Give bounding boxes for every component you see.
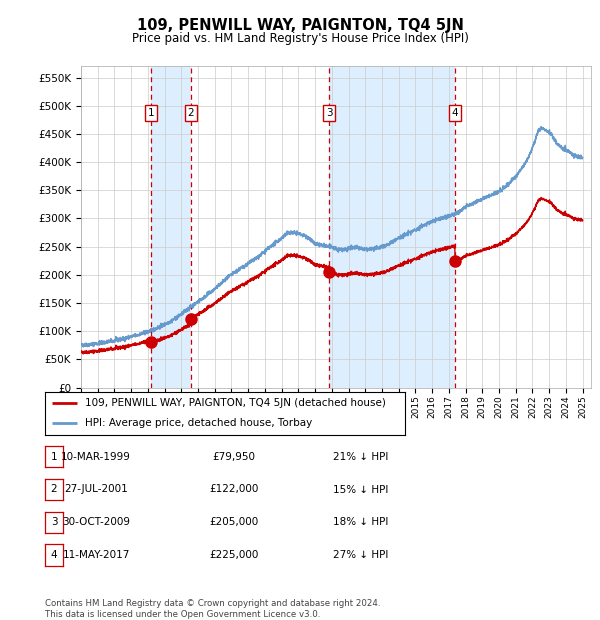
Text: 109, PENWILL WAY, PAIGNTON, TQ4 5JN (detached house): 109, PENWILL WAY, PAIGNTON, TQ4 5JN (det…	[85, 397, 385, 408]
Text: £205,000: £205,000	[209, 517, 259, 528]
Text: 2: 2	[50, 484, 58, 495]
Bar	[151, 66, 191, 388]
Text: 3: 3	[326, 108, 332, 118]
Text: 4: 4	[50, 550, 58, 560]
Text: 1: 1	[148, 108, 154, 118]
Text: 15% ↓ HPI: 15% ↓ HPI	[333, 484, 388, 495]
Text: 1: 1	[50, 451, 58, 462]
Text: £122,000: £122,000	[209, 484, 259, 495]
Text: 30-OCT-2009: 30-OCT-2009	[62, 517, 130, 528]
Text: HPI: Average price, detached house, Torbay: HPI: Average price, detached house, Torb…	[85, 418, 312, 428]
Text: Contains HM Land Registry data © Crown copyright and database right 2024.
This d: Contains HM Land Registry data © Crown c…	[45, 598, 380, 619]
Text: £225,000: £225,000	[209, 550, 259, 560]
Text: 4: 4	[452, 108, 458, 118]
Text: 2: 2	[188, 108, 194, 118]
Bar	[329, 66, 455, 388]
Text: 109, PENWILL WAY, PAIGNTON, TQ4 5JN: 109, PENWILL WAY, PAIGNTON, TQ4 5JN	[137, 18, 463, 33]
Text: Price paid vs. HM Land Registry's House Price Index (HPI): Price paid vs. HM Land Registry's House …	[131, 32, 469, 45]
Text: 18% ↓ HPI: 18% ↓ HPI	[333, 517, 388, 528]
Text: £79,950: £79,950	[212, 451, 256, 462]
Text: 27-JUL-2001: 27-JUL-2001	[64, 484, 128, 495]
Text: 11-MAY-2017: 11-MAY-2017	[62, 550, 130, 560]
Text: 3: 3	[50, 517, 58, 528]
Text: 10-MAR-1999: 10-MAR-1999	[61, 451, 131, 462]
Text: 27% ↓ HPI: 27% ↓ HPI	[333, 550, 388, 560]
Text: 21% ↓ HPI: 21% ↓ HPI	[333, 451, 388, 462]
